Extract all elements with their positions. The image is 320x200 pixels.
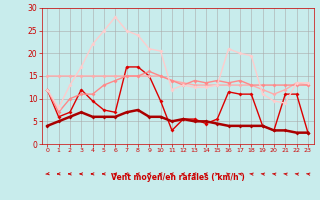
X-axis label: Vent moyen/en rafales ( km/h ): Vent moyen/en rafales ( km/h )	[111, 173, 244, 182]
